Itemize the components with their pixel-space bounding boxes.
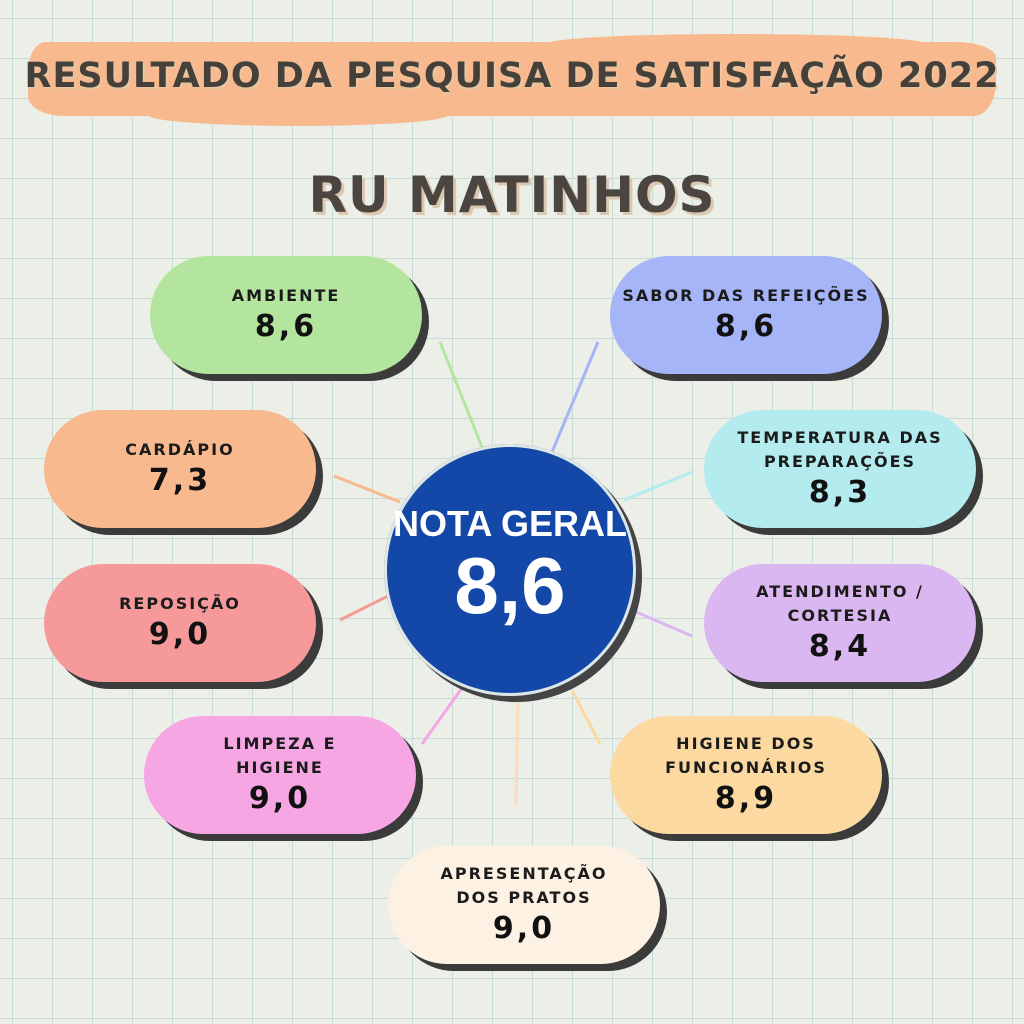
category-apresentacao-dos-pratos: APRESENTAÇÃO DOS PRATOS 9,0 [388, 846, 660, 964]
category-temperatura-das-preparacoes: TEMPERATURA DAS PREPARAÇÕES 8,3 [704, 410, 976, 528]
category-value: 9,0 [492, 911, 556, 946]
category-label: HIGIENE DOS FUNCIONÁRIOS [665, 734, 827, 777]
page-subtitle: RU MATINHOS [308, 166, 716, 224]
category-ambiente: AMBIENTE 8,6 [150, 256, 422, 374]
category-label: AMBIENTE [231, 286, 341, 305]
category-value: 8,6 [254, 309, 318, 344]
title-banner [28, 34, 996, 126]
connector-higiene-func [570, 689, 602, 745]
category-label: TEMPERATURA DAS PREPARAÇÕES [737, 428, 943, 471]
category-higiene-dos-funcionarios: HIGIENE DOS FUNCIONÁRIOS 8,9 [610, 716, 882, 834]
connector-temperatura [623, 470, 693, 502]
category-label: LIMPEZA E HIGIENE [223, 734, 337, 777]
category-label: CARDÁPIO [125, 440, 235, 459]
connector-apresentacao [514, 701, 520, 807]
category-value: 8,6 [714, 309, 778, 344]
category-value: 9,0 [248, 781, 312, 816]
category-reposicao: REPOSIÇÃO 9,0 [44, 564, 316, 682]
connector-limpeza [420, 687, 464, 745]
overall-score-value: 8,6 [454, 541, 566, 630]
connector-sabor [550, 341, 600, 453]
category-value: 9,0 [148, 617, 212, 652]
category-sabor-das-refeicoes: SABOR DAS REFEIÇÕES 8,6 [610, 256, 882, 374]
category-label: SABOR DAS REFEIÇÕES [622, 286, 870, 305]
page-title: RESULTADO DA PESQUISA DE SATISFAÇÃO 2022 [24, 56, 1000, 96]
category-value: 8,4 [808, 629, 872, 664]
connector-cardapio [333, 474, 401, 504]
category-value: 7,3 [148, 463, 212, 498]
category-limpeza-e-higiene: LIMPEZA E HIGIENE 9,0 [144, 716, 416, 834]
category-label: REPOSIÇÃO [119, 594, 241, 613]
category-label: APRESENTAÇÃO DOS PRATOS [440, 864, 608, 907]
connector-atendimento [635, 610, 693, 638]
overall-score-label: NOTA GERAL [393, 503, 627, 544]
category-label: ATENDIMENTO / CORTESIA [756, 582, 924, 625]
overall-score-circle: NOTA GERAL 8,6 [384, 444, 636, 696]
connector-ambiente [438, 341, 486, 453]
category-cardapio: CARDÁPIO 7,3 [44, 410, 316, 528]
category-value: 8,3 [808, 475, 872, 510]
category-value: 8,9 [714, 781, 778, 816]
category-atendimento-cortesia: ATENDIMENTO / CORTESIA 8,4 [704, 564, 976, 682]
connector-reposicao [339, 594, 389, 622]
